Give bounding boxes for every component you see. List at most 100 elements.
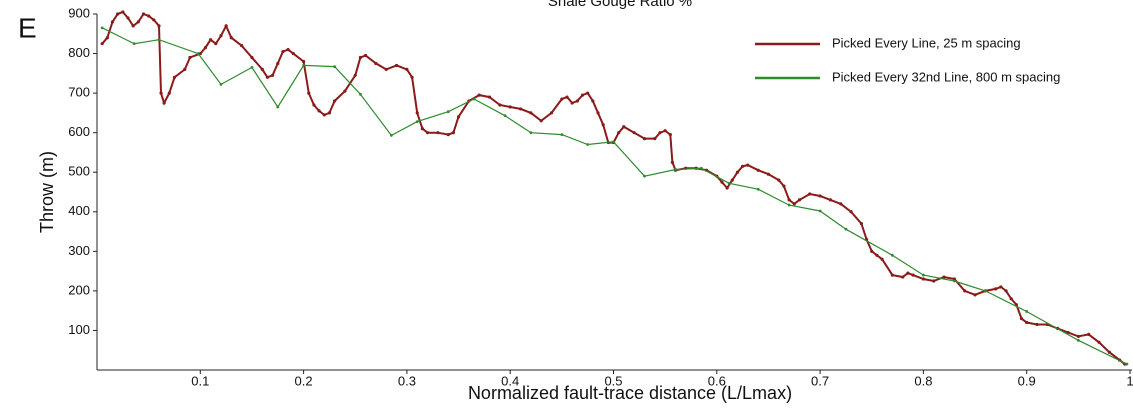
- point-marker: [849, 210, 853, 214]
- point-marker: [167, 91, 171, 95]
- point-marker: [1035, 322, 1039, 327]
- point-marker: [183, 67, 187, 71]
- point-marker: [529, 131, 533, 135]
- point-marker: [415, 111, 419, 115]
- point-marker: [390, 134, 393, 137]
- point-marker: [1025, 310, 1029, 313]
- point-marker: [121, 10, 125, 14]
- point-marker: [229, 36, 233, 40]
- point-marker: [539, 119, 543, 123]
- point-marker: [136, 20, 140, 24]
- point-marker: [358, 55, 363, 60]
- point-marker: [271, 73, 275, 77]
- point-marker: [209, 38, 213, 42]
- series-line: [101, 27, 1128, 365]
- point-marker: [777, 178, 781, 182]
- point-marker: [973, 293, 977, 297]
- point-marker: [420, 127, 424, 131]
- point-marker: [1019, 316, 1024, 321]
- point-marker: [265, 75, 270, 79]
- point-marker: [808, 192, 812, 196]
- point-marker: [828, 198, 833, 202]
- point-marker: [126, 16, 130, 20]
- point-marker: [312, 103, 316, 107]
- point-marker: [487, 95, 492, 99]
- point-marker: [756, 187, 760, 191]
- point-marker: [446, 133, 450, 137]
- x-tick-label: 0.7: [811, 373, 829, 388]
- point-marker: [942, 275, 946, 279]
- point-marker: [963, 289, 967, 293]
- point-marker: [839, 202, 843, 206]
- point-marker: [670, 160, 674, 164]
- point-marker: [317, 109, 321, 113]
- point-marker: [219, 34, 223, 38]
- point-marker: [875, 253, 879, 257]
- point-marker: [188, 55, 192, 60]
- point-marker: [157, 24, 161, 28]
- point-marker: [658, 131, 662, 135]
- point-marker: [410, 75, 414, 79]
- point-marker: [674, 168, 677, 171]
- point-marker: [147, 14, 151, 18]
- point-marker: [932, 279, 936, 283]
- point-marker: [286, 48, 290, 52]
- point-marker: [756, 168, 760, 172]
- point-marker: [911, 273, 915, 277]
- point-marker: [477, 93, 481, 97]
- point-marker: [518, 107, 523, 111]
- y-tick-label: 100: [68, 322, 90, 337]
- x-tick-label: 0.5: [604, 373, 622, 388]
- point-marker: [891, 253, 894, 257]
- point-marker: [782, 184, 786, 188]
- point-marker: [302, 59, 306, 64]
- point-marker: [276, 105, 280, 109]
- point-marker: [132, 42, 136, 46]
- point-marker: [250, 55, 254, 60]
- point-marker: [1087, 332, 1091, 336]
- x-tick-label: 0.8: [914, 373, 932, 388]
- point-marker: [870, 249, 874, 253]
- point-marker: [291, 51, 295, 56]
- point-marker: [116, 12, 120, 16]
- point-marker: [503, 114, 507, 118]
- point-marker: [425, 131, 430, 135]
- point-marker: [472, 97, 476, 101]
- point-marker: [735, 170, 740, 174]
- point-marker: [952, 277, 956, 281]
- point-marker: [1097, 340, 1101, 344]
- point-marker: [384, 67, 388, 71]
- point-marker: [162, 101, 166, 105]
- point-marker: [152, 18, 156, 22]
- point-marker: [727, 181, 731, 185]
- point-marker: [565, 95, 569, 99]
- point-marker: [451, 131, 455, 135]
- point-marker: [797, 198, 802, 202]
- point-marker: [214, 42, 218, 46]
- point-marker: [880, 257, 884, 261]
- point-marker: [890, 273, 895, 277]
- y-tick-label: 600: [68, 124, 90, 139]
- point-marker: [818, 209, 822, 213]
- point-marker: [730, 178, 734, 182]
- point-marker: [844, 227, 848, 231]
- point-marker: [141, 12, 146, 16]
- point-marker: [1009, 297, 1013, 301]
- point-marker: [172, 75, 177, 79]
- point-marker: [1076, 334, 1080, 338]
- point-marker: [260, 67, 264, 71]
- y-tick-label: 300: [68, 243, 90, 258]
- point-marker: [653, 137, 657, 141]
- point-marker: [622, 125, 626, 129]
- y-tick-label: 200: [68, 282, 90, 297]
- point-marker: [1107, 350, 1111, 354]
- point-marker: [921, 277, 926, 281]
- point-marker: [219, 83, 223, 86]
- point-marker: [906, 271, 910, 275]
- point-marker: [1076, 338, 1080, 342]
- point-marker: [601, 123, 605, 127]
- x-tick-label: 0.3: [398, 373, 416, 388]
- x-tick-label: 0.2: [295, 373, 313, 388]
- x-tick-label: 1: [1126, 373, 1133, 388]
